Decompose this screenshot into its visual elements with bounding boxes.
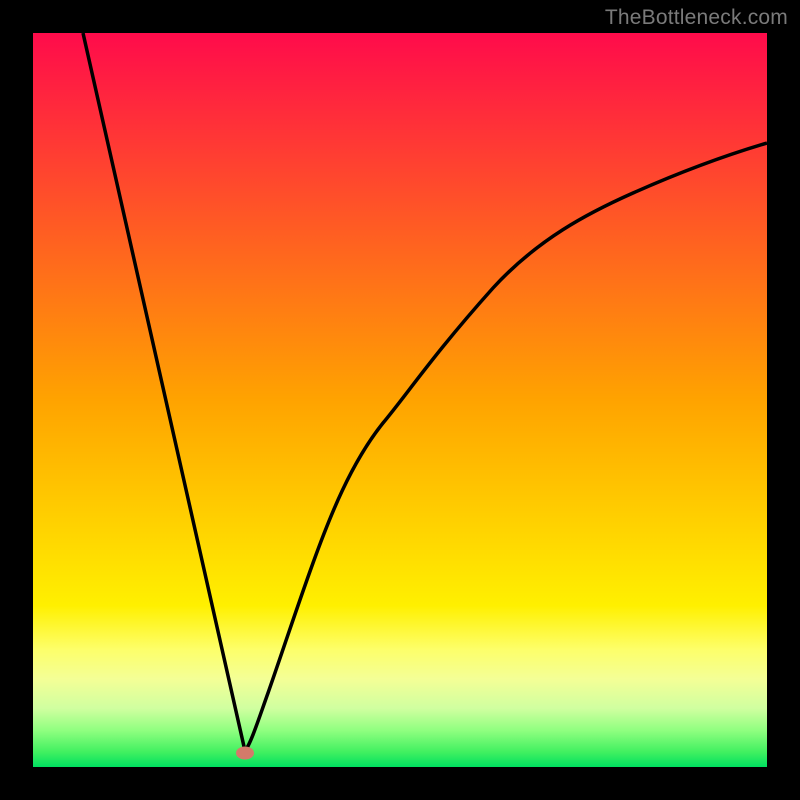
bottleneck-curve	[33, 33, 767, 767]
minimum-marker	[236, 747, 254, 760]
curve-path	[83, 33, 767, 751]
watermark-text: TheBottleneck.com	[605, 6, 788, 30]
plot-area	[33, 33, 767, 767]
